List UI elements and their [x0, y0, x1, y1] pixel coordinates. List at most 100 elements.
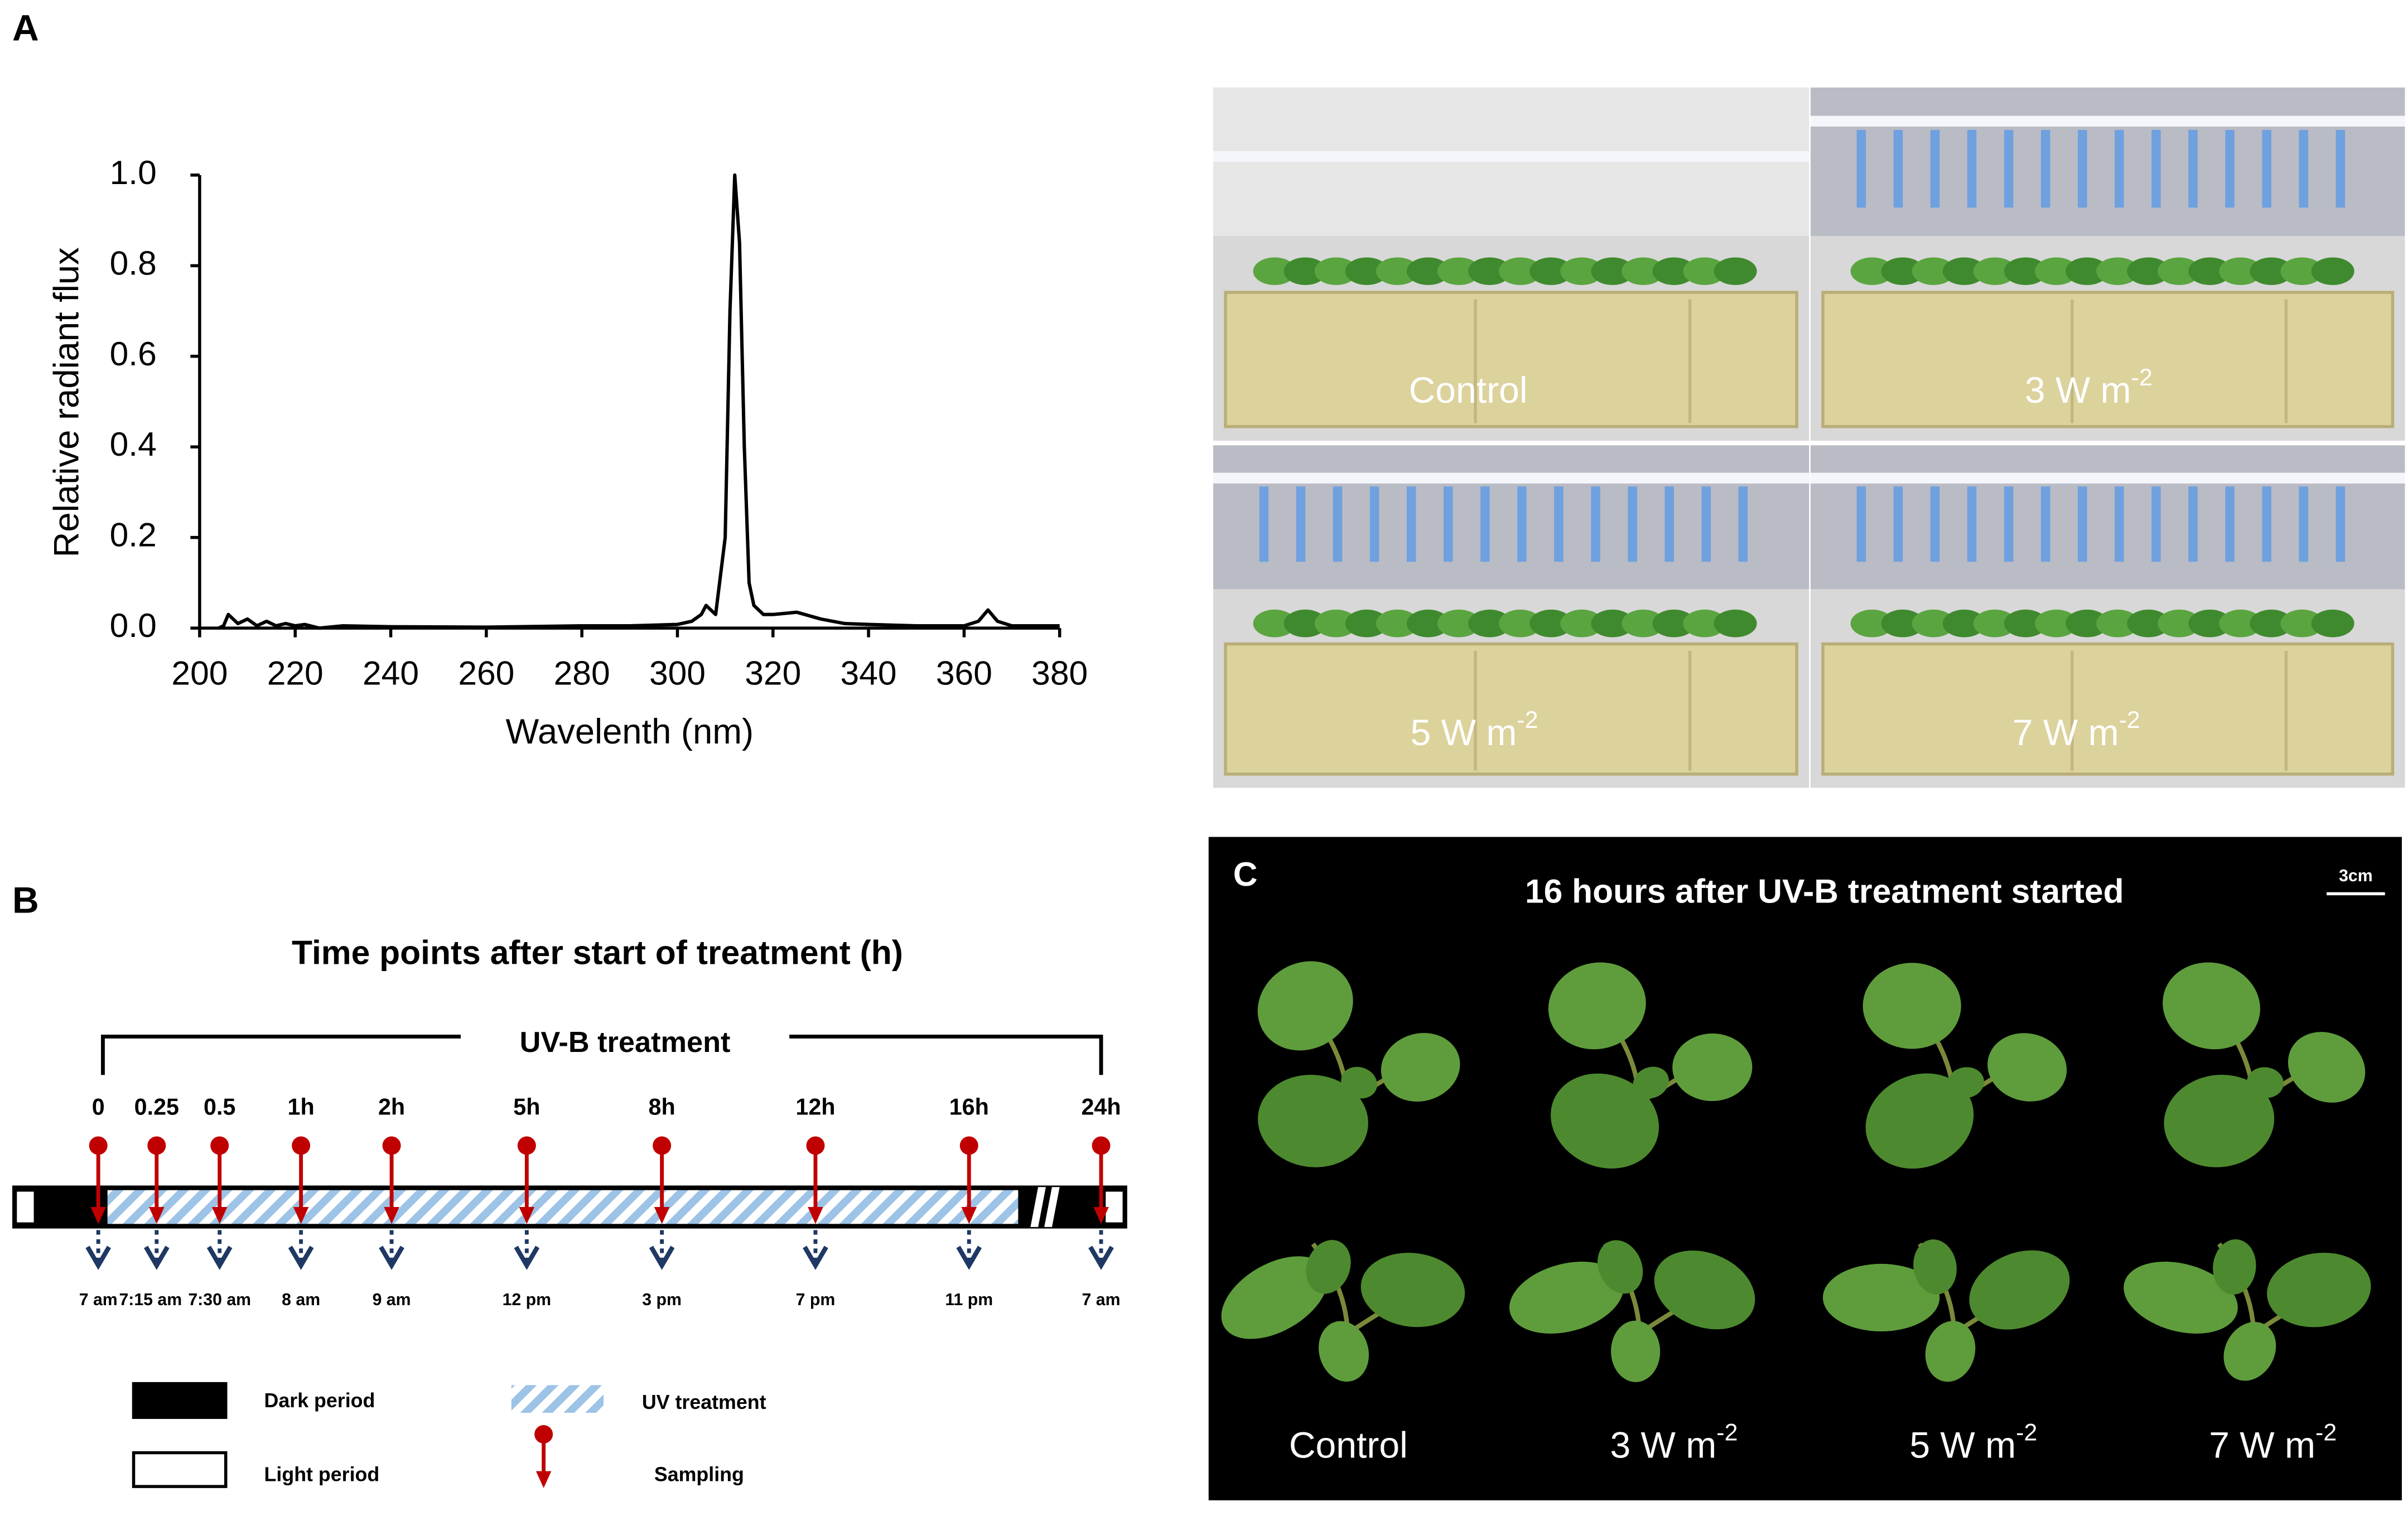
- x-tick-label: 320: [745, 654, 801, 692]
- lamp-strip: [2225, 486, 2235, 562]
- chevron: [956, 1245, 982, 1270]
- uv-period-bar: [107, 1190, 1019, 1224]
- plant-leaf: [1850, 257, 1894, 286]
- plant-leaf: [2267, 1252, 2371, 1327]
- sampling-arrow: [654, 1207, 670, 1224]
- plant-leaf: [1714, 257, 1757, 286]
- lamp-strip: [1333, 486, 1343, 562]
- sampling-arrow: [961, 1207, 977, 1224]
- chevron: [288, 1245, 314, 1270]
- lamp-strip: [1967, 129, 1977, 208]
- lamp-strip: [1701, 486, 1711, 562]
- lamp-strip: [1296, 486, 1306, 562]
- plant-leaf: [1283, 257, 1327, 286]
- plant-leaf: [1319, 1321, 1369, 1382]
- lamp-tube: [1213, 472, 1809, 484]
- plant-leaf: [1969, 1250, 2070, 1330]
- label-superscript: -2: [2119, 707, 2140, 733]
- x-axis-title: Wavelenth (nm): [506, 712, 754, 751]
- lamp-strip: [2188, 486, 2198, 562]
- y-tick-label: 0.6: [110, 335, 157, 373]
- plant-leaf: [1881, 257, 1924, 286]
- sampling-arrow: [808, 1207, 823, 1224]
- lamp-strip: [2262, 486, 2271, 562]
- plant-leaf: [1973, 257, 2016, 286]
- lamp-strip: [1259, 486, 1269, 562]
- lamp-strip: [2335, 486, 2346, 562]
- lamp-strip: [2151, 129, 2161, 208]
- plant-leaf: [2219, 609, 2262, 638]
- time-label: 0: [92, 1094, 105, 1120]
- lamp-strip: [1554, 486, 1563, 562]
- spectrum-line: [218, 173, 1060, 630]
- clock-label: 11 pm: [945, 1291, 993, 1309]
- y-axis-title: Relative radiant flux: [47, 247, 86, 557]
- tray: [1224, 642, 1798, 776]
- lamp-strip: [2078, 129, 2087, 208]
- plant-leaf: [1881, 609, 1924, 638]
- lamp-strip: [2335, 129, 2346, 208]
- clock-label: 7 am: [79, 1291, 118, 1309]
- plant-leaf: [1306, 1240, 1351, 1294]
- plant-leaf: [1683, 609, 1726, 638]
- chevron: [649, 1245, 675, 1270]
- plant-leaf: [2188, 257, 2232, 286]
- plant: [1862, 963, 2067, 1169]
- lamp-strip: [2040, 129, 2050, 208]
- lamp-strip: [1856, 486, 1866, 562]
- bracket: [101, 1034, 461, 1075]
- lamp-strip: [2151, 486, 2161, 562]
- plant-leaf: [1376, 609, 1419, 638]
- y-tick-label: 0.8: [110, 244, 157, 282]
- x-tick-label: 260: [458, 654, 514, 692]
- lamp-strip: [1893, 486, 1903, 562]
- plant-leaf: [1865, 1073, 1974, 1169]
- lamp-strip: [2040, 486, 2050, 562]
- tray: [1821, 642, 2395, 776]
- lamp-strip: [2225, 129, 2235, 208]
- legend-label: UV treatment: [642, 1391, 766, 1413]
- plant-leaf: [1862, 963, 1961, 1049]
- tray: [1224, 291, 1798, 428]
- legend-dark: [132, 1382, 228, 1419]
- plant-leaf: [1591, 609, 1634, 638]
- plant-leaf: [1341, 1066, 1377, 1099]
- label: 5 W m-2: [1411, 707, 1538, 754]
- label: 5 W m-2: [1909, 1420, 2037, 1466]
- lamp-strip: [2299, 486, 2309, 562]
- chevron: [143, 1245, 170, 1270]
- sampling-arrow: [211, 1207, 228, 1224]
- plant-leaf: [1652, 609, 1696, 638]
- sampling-dot: [147, 1136, 166, 1155]
- plant-leaf: [2223, 1322, 2276, 1381]
- plant-leaf: [1683, 257, 1726, 286]
- plant-leaf: [2066, 609, 2109, 638]
- plant-leaf: [1611, 1320, 1661, 1382]
- clock-label: 12 pm: [503, 1291, 551, 1309]
- tray: [1821, 291, 2395, 428]
- photo: [1811, 87, 2405, 441]
- lamp-strip: [1967, 486, 1977, 562]
- time-label: 24h: [1081, 1094, 1121, 1120]
- plant: [1221, 1240, 1465, 1382]
- plant-leaf: [1672, 1033, 1753, 1102]
- plant-leaf: [2288, 1032, 2366, 1103]
- lamp-strip: [2262, 129, 2271, 208]
- plant-leaf: [2250, 609, 2293, 638]
- sampling-dot: [959, 1136, 978, 1155]
- lamp-strip: [1628, 486, 1637, 562]
- plant-leaf: [1529, 257, 1573, 286]
- plant-leaf: [1509, 1262, 1624, 1334]
- label-superscript: -2: [1517, 707, 1538, 733]
- label-superscript: -2: [1716, 1420, 1738, 1446]
- x-tick-label: 240: [363, 654, 419, 692]
- lamp-strip: [1664, 486, 1674, 562]
- lamp-strip: [1856, 129, 1866, 208]
- sampling-dot: [210, 1136, 229, 1155]
- legend-label: Sampling: [654, 1463, 744, 1485]
- time-label: 0.25: [134, 1094, 179, 1120]
- plant-leaf: [1947, 1067, 1984, 1098]
- plant-leaf: [2163, 962, 2260, 1050]
- plant-leaf: [2034, 257, 2078, 286]
- photo: [1213, 87, 1809, 441]
